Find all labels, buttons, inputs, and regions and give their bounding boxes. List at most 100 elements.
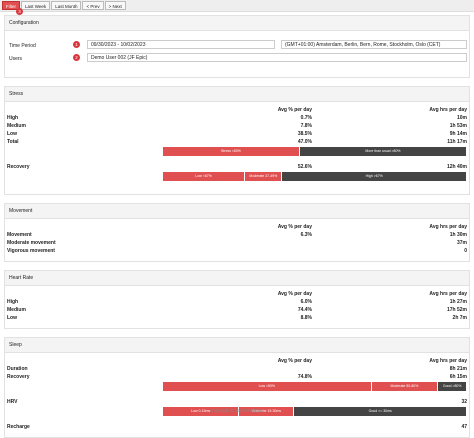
stat-row: Total 47.0% 11h 17m (5, 138, 469, 146)
stat-row: Recovery 74.8% 6h 15m (5, 373, 469, 381)
row-label: High (7, 299, 19, 305)
section-title: Movement (5, 204, 469, 219)
stat-row: Low 8.8% 2h 7m (5, 314, 469, 322)
column-label: Avg % per day (277, 291, 312, 297)
stat-section: Movement Avg % per day Avg hrs per day Move… (4, 203, 470, 262)
stat-row: Duration 8h 21m (5, 365, 469, 373)
stat-section: Stress Avg % per day Avg hrs per day High 0.… (4, 86, 470, 195)
section-body: Avg % per day Avg hrs per day Movement 6.3%… (5, 219, 469, 261)
pct-value: 6.0% (300, 299, 312, 305)
field-label: Time Period (9, 43, 36, 49)
zone-bar: Stress <80% More than usual >80% (163, 147, 467, 156)
zone-segment: More than usual >80% (299, 147, 466, 156)
zone-segment: Low <50% (163, 382, 371, 391)
toolbar-button[interactable]: Last Week (21, 1, 51, 10)
pct-value: 38.5% (297, 131, 312, 137)
zone-bar: Low <50% Moderate 50-80% Good >80% (163, 382, 467, 391)
hrs-value: 10m (456, 115, 467, 121)
stat-row: Medium 74.4% 17h 52m (5, 306, 469, 314)
toolbar-button[interactable]: Filter (2, 1, 20, 10)
user-select[interactable]: Demo User 002 (JF Epic) (87, 53, 467, 62)
column-header: Avg % per day Avg hrs per day (5, 106, 469, 114)
zone-segment: Low <67% (163, 172, 245, 181)
hrs-value: 6h 15m (449, 374, 467, 380)
row-label: Medium (7, 123, 26, 129)
row-label: Recovery (7, 374, 30, 380)
toolbar-button[interactable]: < Prev (82, 1, 104, 10)
zone-segment: Good >80% (438, 382, 466, 391)
pct-value: 7.8% (300, 123, 312, 129)
pct-value: 74.8% (297, 374, 312, 380)
column-header: Avg % per day Avg hrs per day (5, 290, 469, 298)
zone-bar: Low <67% Moderate 37-49% High >67% (163, 172, 467, 181)
row-label: Recharge (7, 424, 30, 430)
row-label: Vigorous movement (7, 248, 55, 254)
date-range-input[interactable]: 09/30/2023 - 10/02/2023 (87, 40, 275, 49)
sections: Stress Avg % per day Avg hrs per day High 0.… (0, 86, 474, 438)
row-label: Low (7, 131, 17, 137)
section-title: Heart Rate (5, 271, 469, 286)
field-label: Users (9, 56, 23, 62)
row-label: Recovery (7, 164, 30, 170)
step-badge: 2 (73, 54, 80, 61)
hrs-value: 37m (456, 240, 467, 246)
zone-segment: High >67% (282, 172, 466, 181)
hrs-value: 17h 52m (446, 307, 467, 313)
column-header: Avg % per day Avg hrs per day (5, 223, 469, 231)
row-label: Duration (7, 366, 28, 372)
stat-row: Recharge 47 (5, 423, 469, 431)
stat-row: HRV 32 (5, 398, 469, 406)
hrs-value: 9h 14m (449, 131, 467, 137)
column-label: Avg hrs per day (429, 358, 467, 364)
column-label: Avg hrs per day (429, 291, 467, 297)
toolbar-button[interactable]: > Next (104, 1, 126, 10)
step-badge: 1 (73, 41, 80, 48)
zone-segment: Stress <80% (163, 147, 299, 156)
pct-value: 8.8% (300, 315, 312, 321)
section-body: Avg % per day Avg hrs per day High 0.7% 10m M… (5, 102, 469, 194)
hrs-value: 1h 27m (449, 299, 467, 305)
pct-value: 0.7% (300, 115, 312, 121)
stat-section: Sleep Avg % per day Avg hrs per day Duratio… (4, 337, 470, 438)
section-title: Configuration (5, 16, 469, 31)
section-body: Avg % per day Avg hrs per day High 6.0% 1h 2… (5, 286, 469, 328)
pct-value: 6.3% (300, 232, 312, 238)
section-title: Stress (5, 87, 469, 102)
zone-segment: Good >= 30ms (294, 407, 466, 416)
zone-segment: Low 0-19ms (163, 407, 239, 416)
hrs-value: 12h 40m (446, 164, 467, 170)
users-row: Users 2 Demo User 002 (JF Epic) (5, 52, 469, 65)
row-label: Moderate movement (7, 240, 56, 246)
toolbar: Filter Last Week Last Month < Prev > Next 3 (0, 0, 474, 15)
section-title: Sleep (5, 338, 469, 353)
column-label: Avg % per day (277, 224, 312, 230)
stat-row: Vigorous movement 0 (5, 247, 469, 255)
zone-segment: Moderate 50-80% (371, 382, 438, 391)
stat-section: Heart Rate Avg % per day Avg hrs per day Hi… (4, 270, 470, 329)
filter-badge: 3 (16, 8, 23, 15)
stat-row: High 0.7% 10m (5, 114, 469, 122)
hrs-value: 1h 53m (449, 123, 467, 129)
stat-row: Movement 6.3% 1h 30m (5, 231, 469, 239)
column-label: Avg % per day (277, 107, 312, 113)
column-label: Avg hrs per day (429, 107, 467, 113)
toolbar-button[interactable]: Last Month (51, 1, 82, 10)
stat-row: Low 38.5% 9h 14m (5, 130, 469, 138)
stat-row: Medium 7.8% 1h 53m (5, 122, 469, 130)
timezone-select[interactable]: (GMT+01:00) Amsterdam, Berlin, Bern, Rom… (281, 40, 467, 49)
column-label: Avg % per day (277, 358, 312, 364)
hrs-value: 8h 21m (449, 366, 467, 372)
row-label: Total (7, 139, 19, 145)
footer: Copyright © 2023 Firstbeat (210, 408, 264, 413)
configuration-section: Configuration Time Period 1 09/30/2023 -… (4, 15, 470, 78)
zone-bar: Low 0-19ms Moderate 19-30ms Good >= 30ms (163, 407, 467, 416)
zone-segment: Moderate 19-30ms (239, 407, 294, 416)
zone-segment: Moderate 37-49% (245, 172, 282, 181)
row-label: Low (7, 315, 17, 321)
hrs-value: 47 (461, 424, 467, 430)
row-label: High (7, 115, 19, 121)
section-body: Avg % per day Avg hrs per day Duration 8h 2… (5, 353, 469, 437)
row-label: Medium (7, 307, 26, 313)
